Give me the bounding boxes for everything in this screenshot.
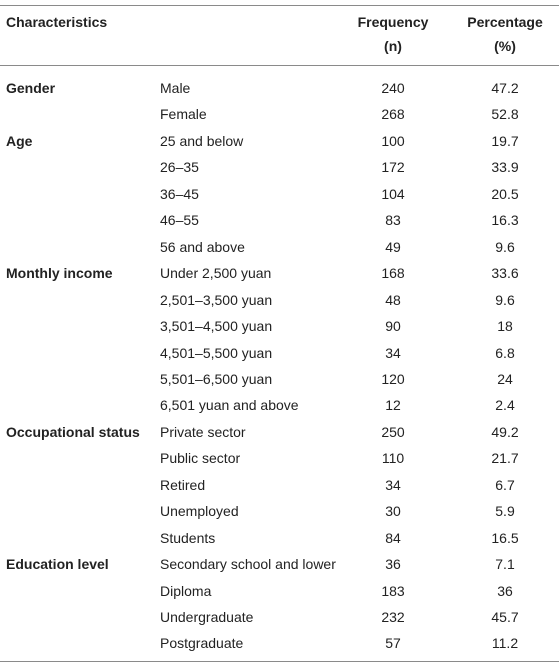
row-label: 26–35 — [160, 159, 199, 176]
header-cell: (n) — [384, 38, 402, 54]
percentage-cell: 7.1 — [495, 556, 515, 573]
frequency-cell: 183 — [381, 582, 405, 599]
percentage-cell: 33.6 — [491, 265, 519, 282]
frequency-cell: 83 — [385, 212, 401, 229]
row-label: Retired — [160, 476, 206, 493]
bottom-rule — [0, 661, 559, 662]
frequency-cell: 12 — [385, 397, 401, 414]
frequency-cell: 120 — [381, 370, 405, 387]
frequency-cell: 90 — [385, 318, 401, 335]
top-rule — [0, 5, 559, 6]
group-label: Monthly income — [6, 265, 113, 282]
row-label: Private sector — [160, 423, 246, 440]
percentage-cell: 16.5 — [491, 529, 519, 546]
percentage-cell: 2.4 — [495, 397, 515, 414]
row-label: Public sector — [160, 450, 241, 467]
row-label: 56 and above — [160, 238, 245, 255]
frequency-cell: 240 — [381, 80, 405, 96]
percentage-cell: 6.8 — [495, 344, 515, 361]
frequency-cell: 36 — [385, 556, 401, 573]
row-label: 3,501–4,500 yuan — [160, 318, 273, 335]
frequency-cell: 232 — [381, 609, 405, 625]
row-label: Unemployed — [160, 503, 239, 520]
percentage-cell: 52.8 — [491, 106, 519, 123]
frequency-cell: 168 — [381, 265, 405, 282]
percentage-cell: 18 — [497, 318, 513, 335]
percentage-cell: 9.6 — [495, 291, 515, 308]
row-label: Under 2,500 yuan — [160, 265, 272, 282]
percentage-cell: 45.7 — [491, 609, 519, 625]
percentage-cell: 20.5 — [491, 185, 519, 202]
row-label: 4,501–5,500 yuan — [160, 344, 273, 361]
row-label: 46–55 — [160, 212, 199, 229]
percentage-cell: 5.9 — [495, 503, 515, 520]
row-label: Undergraduate — [160, 609, 254, 625]
percentage-cell: 24 — [497, 370, 513, 387]
row-label: Diploma — [160, 582, 212, 599]
frequency-cell: 48 — [385, 291, 401, 308]
frequency-cell: 57 — [385, 635, 401, 652]
frequency-cell: 84 — [385, 529, 401, 546]
row-label: Postgraduate — [160, 635, 244, 652]
row-label: Secondary school and lower — [160, 556, 336, 573]
frequency-cell: 172 — [381, 159, 405, 176]
group-label: Gender — [6, 80, 56, 96]
row-label: 25 and below — [160, 132, 244, 149]
header-cell: Percentage — [467, 14, 543, 30]
header-cell: Characteristics — [6, 14, 108, 30]
frequency-cell: 100 — [381, 132, 405, 149]
percentage-cell: 16.3 — [491, 212, 519, 229]
frequency-cell: 34 — [385, 344, 401, 361]
frequency-cell: 110 — [381, 450, 405, 467]
row-label: Female — [160, 106, 207, 123]
row-label: 36–45 — [160, 185, 199, 202]
percentage-cell: 21.7 — [491, 450, 519, 467]
row-label: 5,501–6,500 yuan — [160, 370, 273, 387]
percentage-cell: 49.2 — [491, 423, 519, 440]
frequency-cell: 49 — [385, 238, 401, 255]
frequency-cell: 250 — [381, 423, 405, 440]
row-label: 6,501 yuan and above — [160, 397, 299, 414]
percentage-cell: 19.7 — [491, 132, 519, 149]
frequency-cell: 34 — [385, 476, 401, 493]
frequency-cell: 104 — [381, 185, 405, 202]
group-label: Education level — [6, 556, 109, 573]
row-label: Students — [160, 529, 216, 546]
frequency-cell: 30 — [385, 503, 401, 520]
frequency-cell: 268 — [381, 106, 405, 123]
header-cell: (%) — [494, 38, 516, 54]
percentage-cell: 47.2 — [491, 80, 519, 96]
percentage-cell: 36 — [497, 582, 513, 599]
header-rule — [0, 65, 559, 66]
row-label: Male — [160, 80, 191, 96]
group-label: Age — [6, 132, 33, 149]
percentage-cell: 33.9 — [491, 159, 519, 176]
header-cell: Frequency — [357, 14, 429, 30]
group-label: Occupational status — [6, 423, 140, 440]
row-label: 2,501–3,500 yuan — [160, 291, 273, 308]
percentage-cell: 9.6 — [495, 238, 515, 255]
percentage-cell: 6.7 — [495, 476, 515, 493]
percentage-cell: 11.2 — [491, 635, 519, 652]
